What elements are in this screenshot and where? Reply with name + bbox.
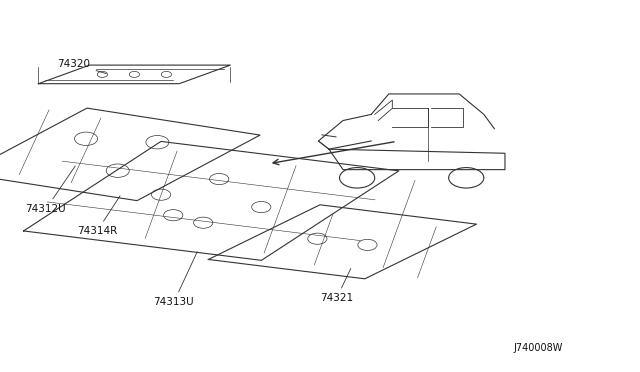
Text: J740008W: J740008W <box>514 343 563 353</box>
Text: 74314R: 74314R <box>77 196 120 236</box>
Text: 74321: 74321 <box>320 269 353 303</box>
Text: 74320: 74320 <box>58 59 106 74</box>
Text: 74312U: 74312U <box>26 166 76 214</box>
Text: 74313U: 74313U <box>154 252 197 307</box>
